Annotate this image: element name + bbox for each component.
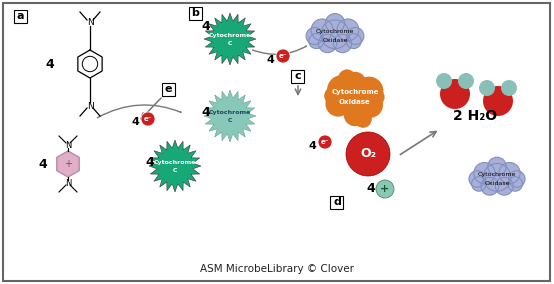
Circle shape — [327, 75, 357, 105]
Circle shape — [499, 162, 520, 184]
Circle shape — [481, 177, 499, 195]
FancyArrowPatch shape — [253, 46, 306, 54]
Text: e⁻: e⁻ — [279, 53, 288, 59]
Circle shape — [436, 73, 452, 89]
FancyBboxPatch shape — [162, 82, 175, 95]
Circle shape — [495, 177, 513, 195]
Text: N: N — [65, 141, 71, 149]
Text: 2 H₂O: 2 H₂O — [453, 109, 497, 123]
Circle shape — [344, 72, 366, 94]
Circle shape — [458, 73, 474, 89]
Text: d: d — [333, 197, 341, 207]
Circle shape — [326, 14, 345, 33]
Circle shape — [319, 34, 337, 53]
Circle shape — [354, 110, 372, 128]
Polygon shape — [204, 13, 256, 65]
Text: +: + — [64, 159, 72, 169]
Text: b: b — [191, 8, 199, 18]
Circle shape — [338, 69, 356, 87]
Text: e⁻: e⁻ — [143, 116, 152, 122]
Text: Cytochrome: Cytochrome — [316, 28, 354, 34]
Circle shape — [336, 80, 374, 118]
Circle shape — [376, 180, 394, 198]
Circle shape — [344, 104, 366, 126]
Text: 4: 4 — [39, 158, 48, 170]
Text: Cytochrome: Cytochrome — [331, 89, 379, 95]
Text: Oxidase: Oxidase — [339, 99, 371, 105]
Text: c: c — [295, 71, 301, 81]
FancyBboxPatch shape — [291, 70, 305, 82]
Circle shape — [321, 20, 349, 49]
FancyBboxPatch shape — [3, 3, 550, 281]
Text: C: C — [173, 168, 177, 172]
Text: ASM MicrobeLibrary © Clover: ASM MicrobeLibrary © Clover — [200, 264, 354, 274]
Circle shape — [311, 19, 333, 41]
Text: Cytochrome: Cytochrome — [209, 110, 251, 114]
Circle shape — [309, 34, 324, 49]
Circle shape — [346, 132, 390, 176]
Circle shape — [483, 86, 513, 116]
Circle shape — [483, 164, 511, 191]
Circle shape — [357, 92, 383, 118]
Text: N: N — [86, 18, 94, 26]
Text: +: + — [381, 184, 389, 194]
Circle shape — [334, 34, 352, 53]
Text: e: e — [164, 84, 172, 94]
Text: Cytochrome: Cytochrome — [478, 172, 516, 176]
Polygon shape — [57, 151, 79, 177]
Circle shape — [471, 177, 486, 191]
FancyArrowPatch shape — [98, 105, 181, 118]
Circle shape — [355, 77, 383, 105]
Text: 4: 4 — [266, 55, 274, 65]
Text: C: C — [228, 41, 232, 45]
Text: Cytochrome: Cytochrome — [209, 32, 251, 37]
Text: Oxidase: Oxidase — [322, 37, 348, 43]
Text: N: N — [86, 101, 94, 110]
Circle shape — [509, 171, 525, 187]
Circle shape — [440, 79, 470, 109]
Circle shape — [346, 34, 361, 49]
Polygon shape — [204, 90, 256, 142]
Circle shape — [276, 49, 290, 63]
Text: a: a — [16, 11, 24, 21]
Circle shape — [325, 91, 351, 117]
Text: Oxidase: Oxidase — [484, 181, 510, 185]
Circle shape — [367, 88, 384, 106]
Circle shape — [141, 112, 155, 126]
Text: 4: 4 — [45, 57, 54, 70]
Circle shape — [306, 28, 323, 45]
Text: 4: 4 — [131, 117, 139, 127]
Text: e⁻: e⁻ — [321, 139, 329, 145]
Text: 4: 4 — [308, 141, 316, 151]
FancyBboxPatch shape — [188, 7, 202, 20]
Circle shape — [318, 135, 332, 149]
FancyBboxPatch shape — [331, 195, 343, 208]
Text: Cytochrome: Cytochrome — [154, 160, 196, 164]
Circle shape — [479, 80, 495, 96]
Text: 4: 4 — [202, 105, 211, 118]
Circle shape — [347, 28, 364, 45]
Circle shape — [474, 162, 495, 184]
Circle shape — [324, 87, 342, 105]
Text: N: N — [65, 179, 71, 187]
Circle shape — [469, 171, 485, 187]
Circle shape — [488, 157, 506, 176]
Circle shape — [337, 19, 359, 41]
Text: 4: 4 — [367, 183, 376, 195]
Polygon shape — [149, 140, 201, 192]
Text: 4: 4 — [202, 20, 211, 32]
Text: C: C — [228, 118, 232, 122]
Text: O₂: O₂ — [360, 147, 376, 160]
Circle shape — [501, 80, 517, 96]
Circle shape — [508, 177, 522, 191]
Text: 4: 4 — [146, 156, 155, 168]
FancyBboxPatch shape — [13, 9, 27, 22]
